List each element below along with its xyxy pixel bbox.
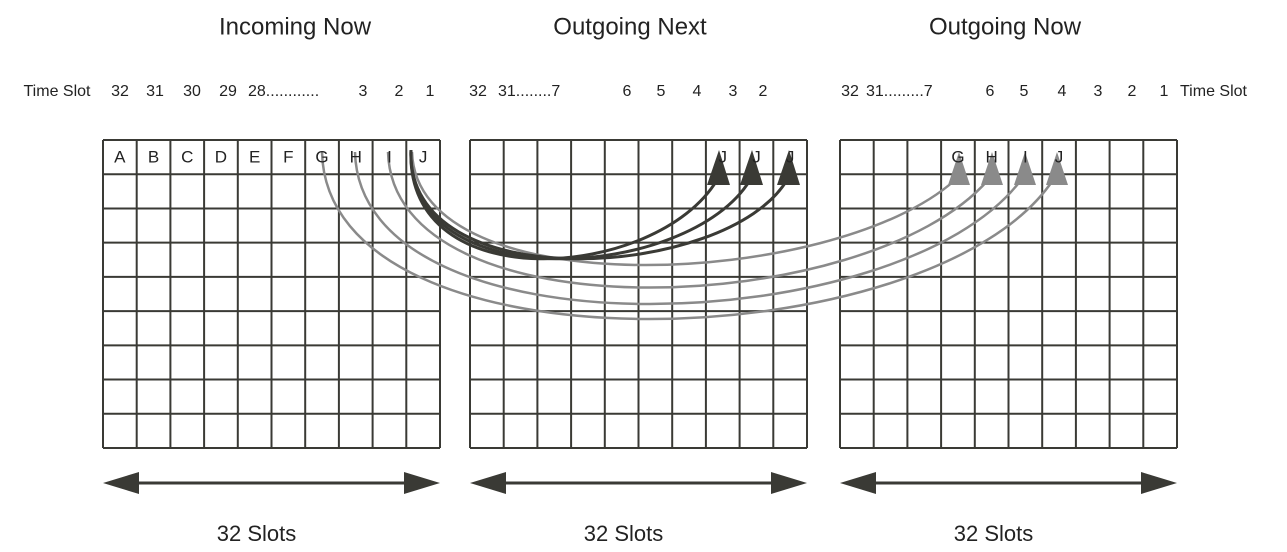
- panel-title: Incoming Now: [219, 13, 372, 40]
- arrow-head: [981, 152, 1003, 185]
- time-slot-label: 2: [759, 83, 768, 100]
- cell-label: C: [181, 148, 193, 167]
- cell-label: I: [1023, 148, 1028, 167]
- arrow-head: [777, 150, 800, 185]
- arrow-head: [740, 150, 763, 185]
- time-slot-label: 28............: [248, 83, 319, 100]
- time-slot-label: 31: [146, 83, 164, 100]
- arrow-head: [1141, 472, 1177, 494]
- time-slot-label: Time Slot: [24, 83, 92, 100]
- cell-label: G: [315, 148, 328, 167]
- arrow-head: [840, 472, 876, 494]
- footer-label: 32 Slots: [954, 521, 1034, 546]
- arrow-head: [1046, 152, 1068, 185]
- time-slot-label: 3: [729, 83, 738, 100]
- connection-curve: [353, 151, 1022, 306]
- time-slot-label: Time Slot: [1180, 83, 1248, 100]
- arrow-head: [103, 472, 139, 494]
- time-slot-label: 3: [359, 83, 368, 100]
- panel-title: Outgoing Now: [929, 13, 1082, 40]
- time-slot-label: 2: [395, 83, 404, 100]
- time-slot-label: 32: [841, 83, 859, 100]
- arrow-head: [470, 472, 506, 494]
- connection-curve: [386, 151, 989, 289]
- time-slot-label: 3: [1094, 83, 1103, 100]
- cell-label: J: [752, 148, 761, 167]
- time-slot-label: 32: [111, 83, 129, 100]
- time-slot-label: 5: [657, 83, 666, 100]
- time-slot-label: 30: [183, 83, 201, 100]
- arrow-head: [707, 150, 730, 185]
- time-slot-label: 1: [426, 83, 435, 100]
- cell-label: E: [249, 148, 260, 167]
- arrow-head: [404, 472, 440, 494]
- cell-label: J: [719, 148, 728, 167]
- time-slot-label: 31........7: [498, 83, 560, 100]
- arrow-head: [1014, 152, 1036, 185]
- time-slot-label: 6: [623, 83, 632, 100]
- time-slot-label: 4: [1058, 83, 1067, 100]
- time-slot-label: 32: [469, 83, 487, 100]
- arrow-head: [948, 152, 970, 185]
- cell-label: J: [419, 148, 428, 167]
- arrow-head: [771, 472, 807, 494]
- time-slot-label: 1: [1160, 83, 1169, 100]
- cell-label: I: [387, 148, 392, 167]
- time-slot-label: 2: [1128, 83, 1137, 100]
- connection-curve: [409, 149, 789, 261]
- cell-label: D: [215, 148, 227, 167]
- cell-label: H: [986, 148, 998, 167]
- connections: [320, 149, 1068, 321]
- cell-label: G: [951, 148, 964, 167]
- time-slot-label: 5: [1020, 83, 1029, 100]
- panel-title: Outgoing Next: [553, 13, 707, 40]
- footer-label: 32 Slots: [584, 521, 664, 546]
- cell-label: H: [350, 148, 362, 167]
- cell-label: F: [283, 148, 293, 167]
- cell-label: J: [1055, 148, 1064, 167]
- cell-label: J: [786, 148, 795, 167]
- time-slot-label: 29: [219, 83, 237, 100]
- time-slot-label: 4: [693, 83, 702, 100]
- grids: [102, 139, 1178, 494]
- cell-label: B: [148, 148, 159, 167]
- connection-curve: [320, 151, 1055, 321]
- time-slot-label: 31.........7: [866, 83, 933, 100]
- footer-label: 32 Slots: [217, 521, 297, 546]
- time-slot-label: 6: [986, 83, 995, 100]
- connection-curve: [410, 151, 956, 267]
- cell-label: A: [114, 148, 126, 167]
